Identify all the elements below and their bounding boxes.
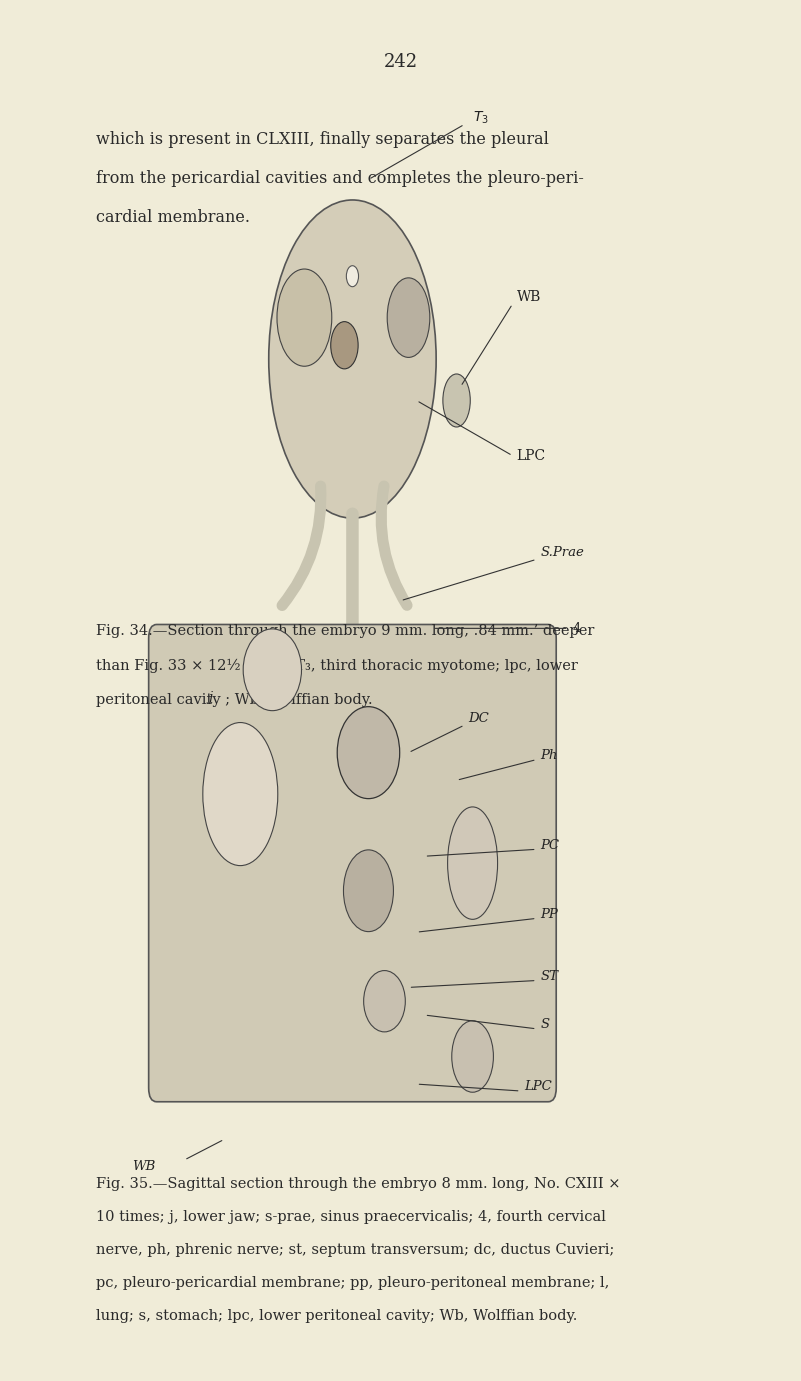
- Text: from the pericardial cavities and completes the pleuro-peri-: from the pericardial cavities and comple…: [96, 170, 584, 186]
- Ellipse shape: [344, 849, 393, 932]
- Ellipse shape: [364, 971, 405, 1032]
- Text: j: j: [208, 690, 212, 704]
- Text: peritoneal cavity ; Wb, Wolffian body.: peritoneal cavity ; Wb, Wolffian body.: [96, 693, 372, 707]
- FancyArrowPatch shape: [381, 486, 407, 605]
- Text: DC: DC: [469, 711, 489, 725]
- Text: 4: 4: [573, 621, 581, 635]
- Text: Fig. 34.—Section through the embryo 9 mm. long, .84 mm.’ deeper: Fig. 34.—Section through the embryo 9 mm…: [96, 624, 594, 638]
- Ellipse shape: [269, 200, 436, 518]
- Text: LPC: LPC: [525, 1080, 553, 1094]
- Ellipse shape: [337, 707, 400, 798]
- Text: WB: WB: [517, 290, 541, 304]
- FancyBboxPatch shape: [149, 624, 556, 1102]
- Ellipse shape: [387, 278, 430, 358]
- Text: S.Prae: S.Prae: [541, 545, 585, 559]
- Text: nerve, ph, phrenic nerve; st, septum transversum; dc, ductus Cuvieri;: nerve, ph, phrenic nerve; st, septum tra…: [96, 1243, 614, 1257]
- Ellipse shape: [277, 269, 332, 366]
- Text: pc, pleuro-pericardial membrane; pp, pleuro-peritoneal membrane; l,: pc, pleuro-pericardial membrane; pp, ple…: [96, 1276, 610, 1290]
- Text: PC: PC: [541, 838, 560, 852]
- Ellipse shape: [448, 807, 497, 920]
- Text: 10 times; j, lower jaw; s-prae, sinus praecervicalis; 4, fourth cervical: 10 times; j, lower jaw; s-prae, sinus pr…: [96, 1210, 606, 1224]
- Ellipse shape: [443, 374, 470, 427]
- Ellipse shape: [452, 1021, 493, 1092]
- Text: Fig. 35.—Sagittal section through the embryo 8 mm. long, No. CXIII ×: Fig. 35.—Sagittal section through the em…: [96, 1177, 621, 1190]
- Text: ST: ST: [541, 969, 558, 983]
- Ellipse shape: [203, 722, 278, 866]
- Text: 242: 242: [384, 52, 417, 72]
- Text: cardial membrane.: cardial membrane.: [96, 209, 250, 225]
- Text: S: S: [541, 1018, 549, 1032]
- Text: $T_3$: $T_3$: [473, 109, 489, 126]
- Text: LPC: LPC: [517, 449, 545, 463]
- Text: which is present in CLXIII, finally separates the pleural: which is present in CLXIII, finally sepa…: [96, 131, 549, 148]
- Text: than Fig. 33 × 12½ times; T₃, third thoracic myotome; lpc, lower: than Fig. 33 × 12½ times; T₃, third thor…: [96, 659, 578, 673]
- Ellipse shape: [244, 628, 301, 711]
- Text: PP: PP: [541, 907, 558, 921]
- Circle shape: [346, 265, 359, 287]
- Text: Ph: Ph: [541, 749, 558, 762]
- Text: WB: WB: [132, 1160, 155, 1174]
- Circle shape: [331, 322, 358, 369]
- Text: lung; s, stomach; lpc, lower peritoneal cavity; Wb, Wolffian body.: lung; s, stomach; lpc, lower peritoneal …: [96, 1309, 578, 1323]
- FancyArrowPatch shape: [282, 486, 321, 605]
